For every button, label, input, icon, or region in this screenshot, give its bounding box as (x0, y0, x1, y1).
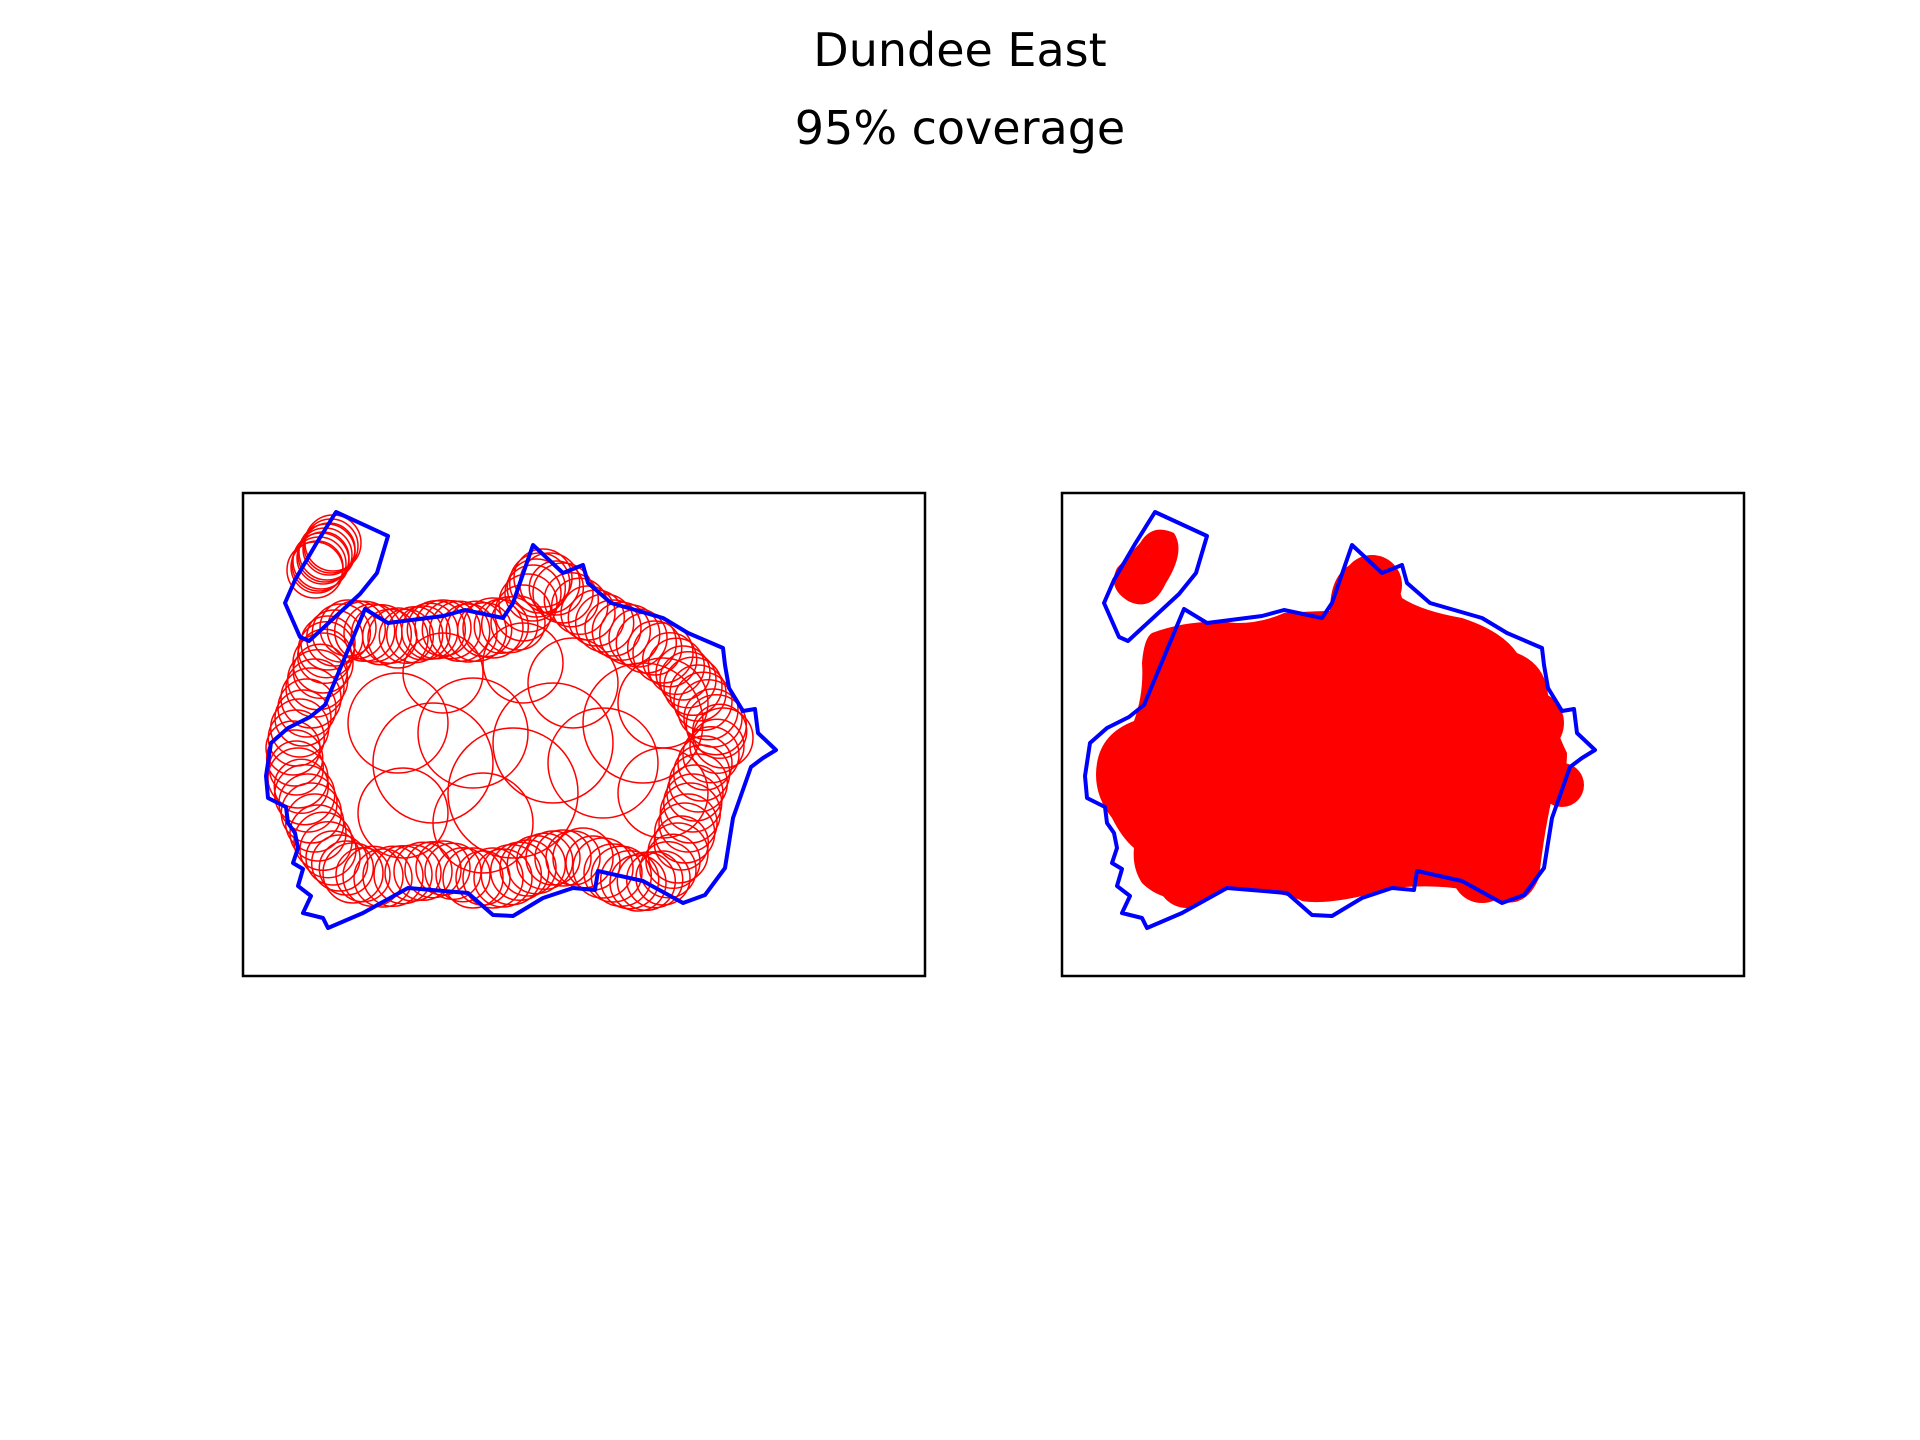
coverage-circle (421, 599, 482, 660)
coverage-circle (609, 854, 667, 912)
coverage-circle (347, 672, 449, 774)
coverage-circle (682, 725, 740, 784)
coverage-circle (442, 847, 504, 909)
coverage-circle (543, 571, 600, 628)
coverage-circle (677, 678, 739, 741)
coverage-circle (499, 839, 557, 897)
coverage-circle (691, 703, 748, 760)
coverage-circle (641, 631, 698, 688)
coverage-circle (350, 603, 413, 666)
coverage-circle (504, 564, 562, 622)
coverage-circle (639, 840, 697, 899)
coverage-circle (659, 650, 717, 709)
coverage-circle (489, 841, 550, 902)
coverage-circle (297, 620, 356, 679)
coverage-circle (432, 772, 534, 874)
coverage-circle (393, 841, 453, 902)
coverage-circle (435, 846, 491, 903)
coverage-circle (285, 658, 345, 718)
coverage-circle (462, 597, 524, 659)
coverage-circle (280, 782, 343, 844)
coverage-circle (284, 793, 345, 853)
coverage-circle (625, 850, 684, 909)
coverage-circle (462, 847, 524, 909)
coverage-circle (299, 820, 357, 879)
coverage-circle (626, 620, 683, 676)
coverage-circle (362, 845, 424, 908)
coverage-circle (286, 541, 344, 599)
coverage-circle (322, 842, 384, 904)
coverage-circle (318, 840, 375, 896)
coverage-circle (296, 628, 353, 685)
coverage-circle (528, 560, 585, 616)
coverage-circle (367, 607, 429, 669)
coverage-circle (373, 844, 433, 905)
coverage-circle (506, 558, 567, 618)
coverage-circle (658, 793, 718, 853)
coverage-circle (445, 600, 508, 663)
coverage-circle (632, 622, 694, 684)
coverage-circle (473, 598, 530, 655)
panel-frame (241, 491, 927, 978)
coverage-circle (672, 744, 731, 802)
coverage-circle (417, 677, 529, 789)
coverage-circle (490, 595, 546, 651)
coverage-area (1096, 529, 1584, 908)
coverage-circle (378, 608, 435, 665)
coverage-circle (353, 848, 413, 908)
coverage-circle (274, 689, 332, 747)
coverage-circle (268, 740, 325, 796)
coverage-circle (515, 832, 574, 891)
map-panel-filled (1060, 491, 1746, 978)
coverage-circle (404, 840, 462, 899)
coverage-circle (547, 707, 659, 819)
coverage-circle (289, 804, 347, 862)
coverage-circle (372, 702, 494, 824)
coverage-circle (293, 811, 353, 872)
coverage-circle (599, 849, 660, 910)
figure-title: Dundee East (813, 23, 1107, 77)
coverage-circle (492, 682, 614, 804)
coverage-circle (663, 656, 723, 717)
coverage-circle (590, 845, 653, 908)
coverage-circle (384, 844, 442, 902)
coverage-circle (357, 767, 449, 859)
coverage-circle (645, 833, 701, 890)
coverage-circle (662, 773, 723, 833)
coverage-circle (447, 727, 579, 859)
figure-subtitle: 95% coverage (794, 101, 1126, 155)
map-panel-circles (241, 491, 927, 978)
coverage-circles (265, 514, 754, 912)
coverage-circle (273, 758, 330, 815)
coverage-circle (617, 657, 709, 749)
coverage-circle (310, 834, 369, 892)
coverage-circle (265, 729, 324, 787)
coverage-circle (525, 830, 581, 886)
coverage-circle (415, 840, 471, 896)
coverage-circle (482, 622, 564, 704)
coverage-circle (534, 829, 592, 887)
panel-frame (1060, 491, 1746, 978)
coverage-circle (584, 599, 642, 657)
coverage-circle (527, 637, 619, 729)
coverage-circle (292, 632, 354, 694)
coverage-circle (402, 632, 484, 714)
coverage-circle (513, 548, 573, 608)
coverage-circle (689, 718, 745, 775)
